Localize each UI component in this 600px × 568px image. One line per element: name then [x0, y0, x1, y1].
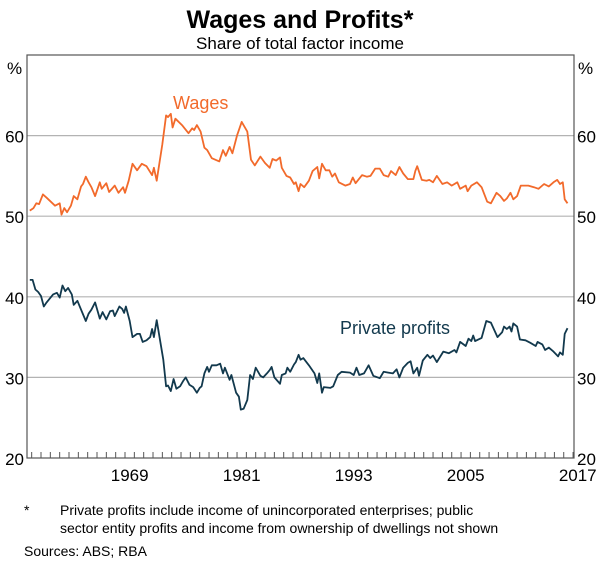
y-tick-label-left: 20	[5, 450, 24, 469]
x-tick-label: 1993	[335, 466, 373, 485]
chart-subtitle: Share of total factor income	[196, 34, 404, 53]
y-tick-label-right: 30	[577, 369, 596, 388]
x-tick-label: 2017	[559, 466, 597, 485]
footnote-line-1: Private profits include income of uninco…	[60, 502, 473, 518]
y-tick-label-right: 60	[577, 128, 596, 147]
chart-title: Wages and Profits*	[187, 6, 414, 34]
y-tick-label-left: 30	[5, 369, 24, 388]
y-tick-label-left: 40	[5, 289, 24, 308]
footnote-line-2: sector entity profits and income from ow…	[60, 520, 498, 536]
footnote-marker: *	[24, 502, 30, 518]
series-line-wages	[29, 112, 569, 216]
series-label-profits: Private profits	[340, 318, 450, 338]
y-tick-label-left: 60	[5, 128, 24, 147]
y-tick-label-left: 50	[5, 208, 24, 227]
y-tick-label-right: 50	[577, 208, 596, 227]
x-tick-label: 1969	[111, 466, 149, 485]
sources: Sources: ABS; RBA	[24, 543, 148, 559]
x-tick-label: 1981	[223, 466, 261, 485]
y-axis-unit-left: %	[7, 59, 22, 78]
y-tick-label-right: 20	[577, 450, 596, 469]
x-tick-label: 2005	[447, 466, 485, 485]
y-tick-label-right: 40	[577, 289, 596, 308]
series-line-profits	[29, 279, 569, 411]
plot-frame	[26, 54, 575, 459]
y-axis-unit-right: %	[578, 59, 593, 78]
series-label-wages: Wages	[173, 93, 228, 113]
